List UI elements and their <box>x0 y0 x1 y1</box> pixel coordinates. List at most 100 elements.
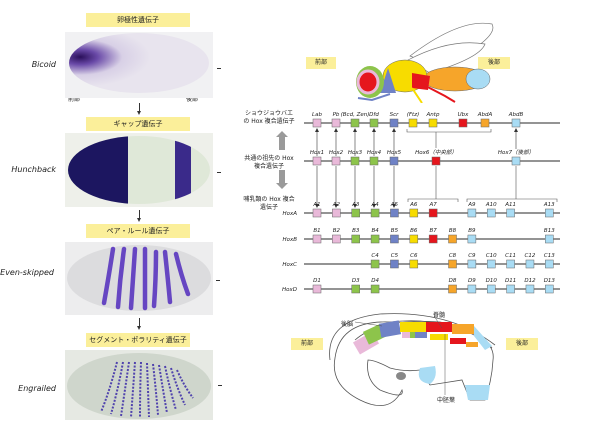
gene-label: C12 <box>525 253 536 259</box>
gene-label-even-skipped: Even-skipped <box>0 268 54 277</box>
gene-label-hunchback: Hunchback <box>11 165 56 174</box>
arrow-head <box>353 128 357 132</box>
gene-box <box>448 234 457 244</box>
gene-box <box>331 156 341 166</box>
gene-label: Scr <box>390 112 400 118</box>
gene-label: A7 <box>429 202 438 208</box>
gene-label: B13 <box>544 228 555 234</box>
gene-label: B6 <box>410 228 418 234</box>
fruit-fly-illustration <box>356 22 494 103</box>
gene-label: A2 <box>332 202 341 208</box>
gene-box <box>370 234 380 244</box>
mouse-posterior-label: 後部 <box>506 338 538 350</box>
gene-box <box>448 284 457 294</box>
gene-label: C10 <box>486 253 497 259</box>
engrailed-embryo-image <box>65 350 213 420</box>
stage-label-maternal: 卵極性遺伝子 <box>86 13 190 27</box>
gene-box <box>409 259 419 269</box>
even-skipped-embryo-image <box>65 242 213 315</box>
mesoderm-label: 中胚葉 <box>437 397 456 404</box>
gene-box <box>370 284 380 294</box>
bracket <box>406 129 492 133</box>
gene-label: A3 <box>351 202 360 208</box>
arrow-head <box>392 204 396 208</box>
gene-label: B1 <box>313 228 320 234</box>
gene-box <box>409 208 419 218</box>
hindbrain-label: 後脳 <box>341 321 354 328</box>
gene-box <box>545 284 554 294</box>
gene-box <box>389 118 399 128</box>
gene-box <box>480 118 490 128</box>
cluster-name-HoxB: HoxB <box>282 237 297 243</box>
gene-box <box>486 284 496 294</box>
gene-label: Hox7（後部） <box>498 149 534 156</box>
embryo-images <box>65 32 213 420</box>
gene-box <box>312 118 322 128</box>
gene-box <box>428 118 438 128</box>
gene-box <box>486 259 496 269</box>
gene-label: B5 <box>391 228 399 234</box>
arrow-head <box>372 204 376 208</box>
gene-label: D4 <box>371 278 379 284</box>
gene-box <box>370 208 380 218</box>
gene-label: Dfd <box>369 112 379 118</box>
gene-box <box>312 234 322 244</box>
gene-box <box>448 259 457 269</box>
gene-label: D9 <box>468 278 476 284</box>
gene-label: A13 <box>543 202 555 208</box>
bracket <box>466 198 558 202</box>
gene-box <box>312 284 322 294</box>
gene-label: D8 <box>449 278 457 284</box>
gene-box <box>467 208 477 218</box>
gene-label: C8 <box>449 253 457 259</box>
gene-label: (Bcd, Zen) <box>341 112 370 118</box>
gene-box <box>467 284 477 294</box>
fly-posterior-label: 後部 <box>478 57 510 69</box>
gene-box <box>458 118 468 128</box>
marker-dash <box>217 68 221 69</box>
mouse-embryo-illustration <box>329 313 496 407</box>
gene-label: B3 <box>352 228 360 234</box>
cluster-name-HoxC: HoxC <box>282 262 297 268</box>
gene-label-engrailed: Engrailed <box>18 384 56 393</box>
gene-box <box>431 156 441 166</box>
gene-label: A4 <box>370 202 379 208</box>
gene-label: D3 <box>352 278 360 284</box>
arrow-head <box>334 128 338 132</box>
gene-box <box>428 234 438 244</box>
gene-box <box>332 208 341 218</box>
gene-label: A10 <box>485 202 497 208</box>
gene-label: AbdA <box>477 112 493 118</box>
gene-label: C6 <box>410 253 418 259</box>
gene-box <box>545 234 554 244</box>
mammal-hox-label: 哺乳類の Hox 複合遺伝子 <box>243 196 295 211</box>
arrow-head <box>315 204 319 208</box>
spinal-cord-label: 脊髄 <box>433 312 446 319</box>
arrow-head <box>514 128 518 132</box>
gene-box <box>511 118 521 128</box>
gene-label: C11 <box>505 253 516 259</box>
hox-cluster-diagram: Lab Pb (Bcd, Zen) Dfd Scr (Ftz) Antp Ubx AbdA Abd… <box>276 112 560 294</box>
gene-label: Lab <box>312 112 322 118</box>
gene-box <box>332 234 341 244</box>
gene-box <box>350 118 360 128</box>
gene-label: Ubx <box>458 112 470 118</box>
gene-label: Antp <box>426 112 440 118</box>
gene-label: B7 <box>430 228 438 234</box>
gene-box <box>351 208 360 218</box>
stage-label-pair-rule: ペア・ルール遺伝子 <box>86 224 190 238</box>
mouse-anterior-label: 前部 <box>291 338 323 350</box>
arrow-head <box>392 128 396 132</box>
bracket <box>407 198 459 202</box>
gene-label: D1 <box>313 278 321 284</box>
gene-label: B8 <box>449 228 457 234</box>
gene-box <box>467 259 477 269</box>
gene-box <box>525 284 535 294</box>
arrow-head <box>334 204 338 208</box>
gene-box <box>486 208 496 218</box>
gene-label: Hox6（中央部） <box>415 149 457 156</box>
bicoid-embryo-image <box>65 32 213 98</box>
arrow-head <box>315 128 319 132</box>
gene-box <box>350 156 360 166</box>
